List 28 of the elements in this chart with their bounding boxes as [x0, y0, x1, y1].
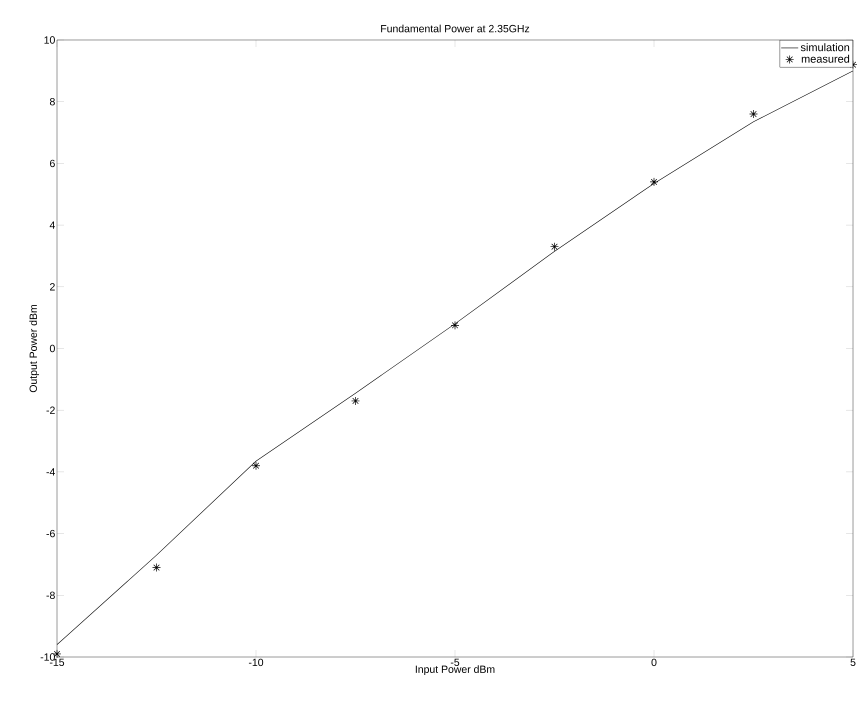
legend-label: simulation — [800, 43, 850, 52]
legend-label: measured — [802, 54, 850, 63]
y-tick-label: 6 — [50, 160, 55, 168]
point — [650, 178, 658, 186]
y-tick-label: -8 — [46, 592, 55, 600]
y-tick-label: -2 — [46, 406, 55, 414]
point — [351, 396, 360, 406]
x-tick-label: -5 — [450, 658, 460, 666]
point — [749, 110, 758, 118]
y-tick-label: 8 — [50, 98, 55, 106]
y-tick-label: -6 — [46, 530, 55, 538]
y-tick-label: -4 — [46, 468, 55, 476]
x-tick-label: -10 — [248, 658, 264, 666]
point — [152, 563, 161, 572]
y-tick-label: 4 — [50, 222, 55, 229]
y-tick-label: 10 — [44, 36, 55, 44]
point — [252, 461, 260, 470]
point — [450, 321, 460, 330]
y-tick-label: -10 — [40, 653, 55, 661]
y-tick-label: 2 — [50, 283, 55, 290]
y-tick-label: 0 — [50, 344, 55, 352]
x-axis-title: Input Power dBm — [416, 665, 494, 676]
x-tick-label: 0 — [652, 658, 657, 666]
chart-title: Fundamental Power at 2.35GHz — [381, 24, 530, 32]
x-tick-label: -15 — [50, 658, 64, 666]
y-axis-title: Output Power dBm — [29, 305, 40, 392]
point — [550, 242, 559, 252]
x-tick-label: 5 — [850, 658, 856, 666]
